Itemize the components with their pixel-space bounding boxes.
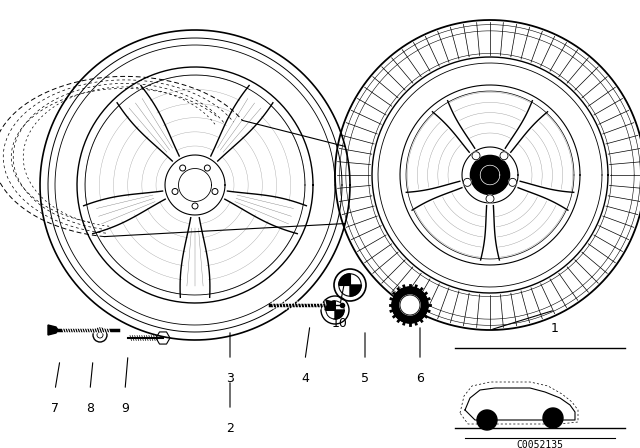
- Text: C0052135: C0052135: [516, 440, 563, 448]
- Circle shape: [500, 152, 508, 160]
- Circle shape: [470, 155, 509, 194]
- Polygon shape: [48, 325, 58, 335]
- Text: 3: 3: [226, 372, 234, 385]
- Polygon shape: [326, 301, 335, 310]
- Text: 1: 1: [551, 322, 559, 335]
- Circle shape: [392, 287, 428, 323]
- Circle shape: [400, 295, 420, 315]
- Text: 10: 10: [332, 317, 348, 330]
- Circle shape: [509, 178, 516, 186]
- Text: 5: 5: [361, 372, 369, 385]
- Text: 8: 8: [86, 402, 94, 415]
- Circle shape: [543, 408, 563, 428]
- Circle shape: [463, 178, 472, 186]
- Text: 7: 7: [51, 402, 59, 415]
- Circle shape: [477, 410, 497, 430]
- Polygon shape: [335, 310, 344, 319]
- Text: 4: 4: [301, 372, 309, 385]
- Circle shape: [472, 152, 480, 160]
- Text: 6: 6: [416, 372, 424, 385]
- Polygon shape: [325, 300, 333, 310]
- Polygon shape: [350, 285, 361, 296]
- Circle shape: [486, 195, 494, 203]
- Text: 9: 9: [121, 402, 129, 415]
- Text: 2: 2: [226, 422, 234, 435]
- Polygon shape: [339, 274, 350, 285]
